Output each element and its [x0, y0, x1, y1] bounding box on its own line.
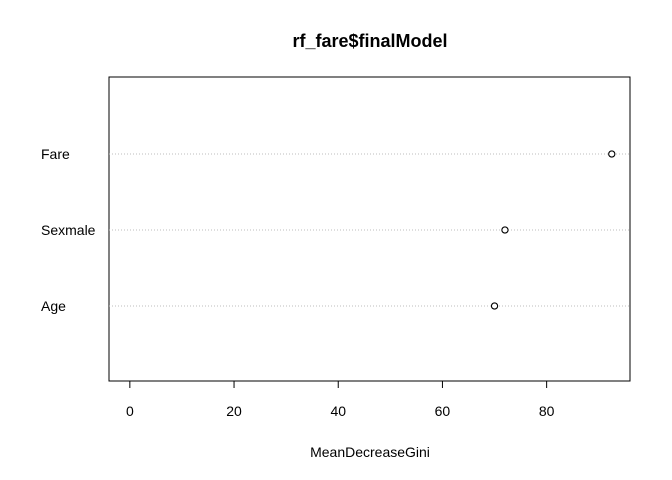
data-point-sexmale — [501, 226, 509, 234]
data-point-fare — [608, 150, 616, 158]
x-axis-ticks: 0 20 40 60 80 — [126, 381, 555, 419]
x-tick-label-0: 0 — [126, 403, 134, 419]
chart-title: rf_fare$finalModel — [292, 31, 447, 51]
data-point-age — [490, 302, 499, 310]
x-tick-label-60: 60 — [435, 403, 451, 419]
data-points — [490, 150, 616, 310]
category-label-fare: Fare — [41, 146, 70, 162]
category-label-age: Age — [41, 298, 66, 314]
x-axis-title: MeanDecreaseGini — [310, 444, 430, 460]
x-tick-label-40: 40 — [330, 403, 346, 419]
x-axis: 0 20 40 60 80 — [126, 380, 555, 419]
x-tick-label-20: 20 — [226, 403, 242, 419]
category-label-sexmale: Sexmale — [41, 222, 96, 238]
x-tick-label-80: 80 — [539, 403, 555, 419]
category-labels: Fare Sexmale Age — [41, 146, 96, 314]
